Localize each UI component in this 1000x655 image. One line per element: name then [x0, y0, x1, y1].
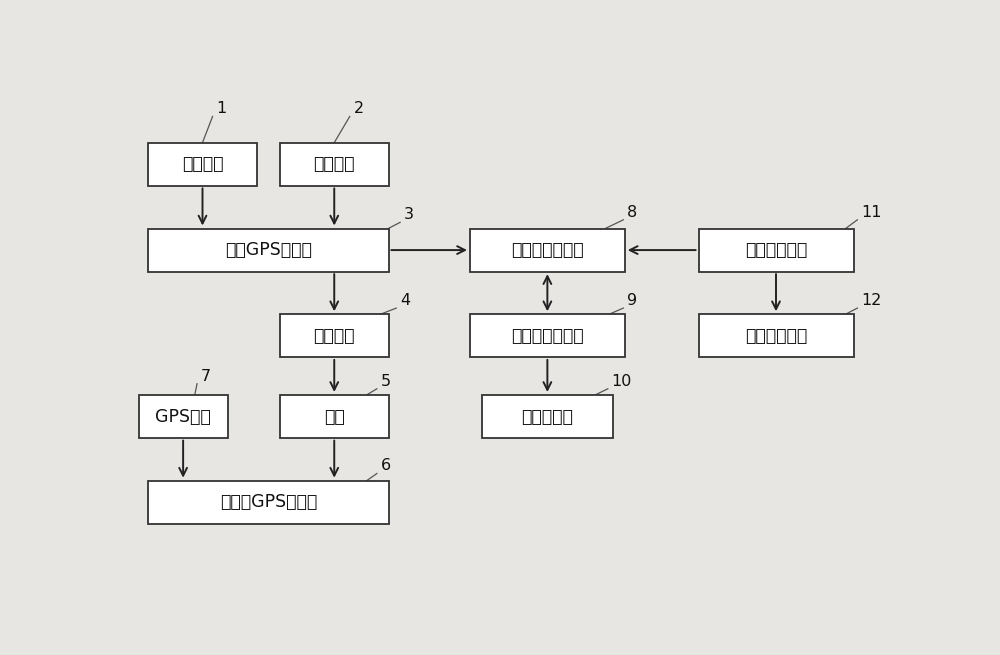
- Text: 3: 3: [404, 207, 414, 222]
- Text: 车载评判计算机: 车载评判计算机: [511, 241, 584, 259]
- FancyBboxPatch shape: [470, 229, 625, 272]
- FancyBboxPatch shape: [482, 395, 613, 438]
- Text: 电台天线: 电台天线: [314, 327, 355, 345]
- Text: 11: 11: [861, 205, 882, 220]
- Text: 车载GPS接收机: 车载GPS接收机: [225, 241, 312, 259]
- FancyBboxPatch shape: [280, 143, 388, 186]
- FancyBboxPatch shape: [698, 229, 854, 272]
- Text: 矢量天线: 矢量天线: [182, 155, 223, 174]
- Text: 控制中心服务器: 控制中心服务器: [511, 327, 584, 345]
- FancyBboxPatch shape: [139, 395, 228, 438]
- Text: 电台: 电台: [324, 407, 345, 426]
- Text: 基准站GPS接收机: 基准站GPS接收机: [220, 493, 317, 512]
- Text: 8: 8: [627, 205, 637, 220]
- Text: 12: 12: [861, 293, 882, 308]
- Text: 1: 1: [216, 102, 227, 117]
- Text: 数据采集传输: 数据采集传输: [745, 241, 807, 259]
- Text: 4: 4: [400, 293, 410, 308]
- Text: 9: 9: [627, 293, 637, 308]
- FancyBboxPatch shape: [148, 229, 388, 272]
- FancyBboxPatch shape: [280, 395, 388, 438]
- Text: 6: 6: [381, 458, 391, 474]
- FancyBboxPatch shape: [148, 481, 388, 524]
- Text: 7: 7: [201, 369, 211, 384]
- Text: GPS天线: GPS天线: [155, 407, 211, 426]
- Text: 安全带传感器: 安全带传感器: [745, 327, 807, 345]
- FancyBboxPatch shape: [148, 143, 257, 186]
- FancyBboxPatch shape: [280, 314, 388, 357]
- Text: 2: 2: [354, 102, 364, 117]
- Text: 定位天线: 定位天线: [314, 155, 355, 174]
- FancyBboxPatch shape: [470, 314, 625, 357]
- Text: 音视频设备: 音视频设备: [521, 407, 573, 426]
- Text: 5: 5: [381, 374, 391, 388]
- Text: 10: 10: [612, 374, 632, 388]
- FancyBboxPatch shape: [698, 314, 854, 357]
